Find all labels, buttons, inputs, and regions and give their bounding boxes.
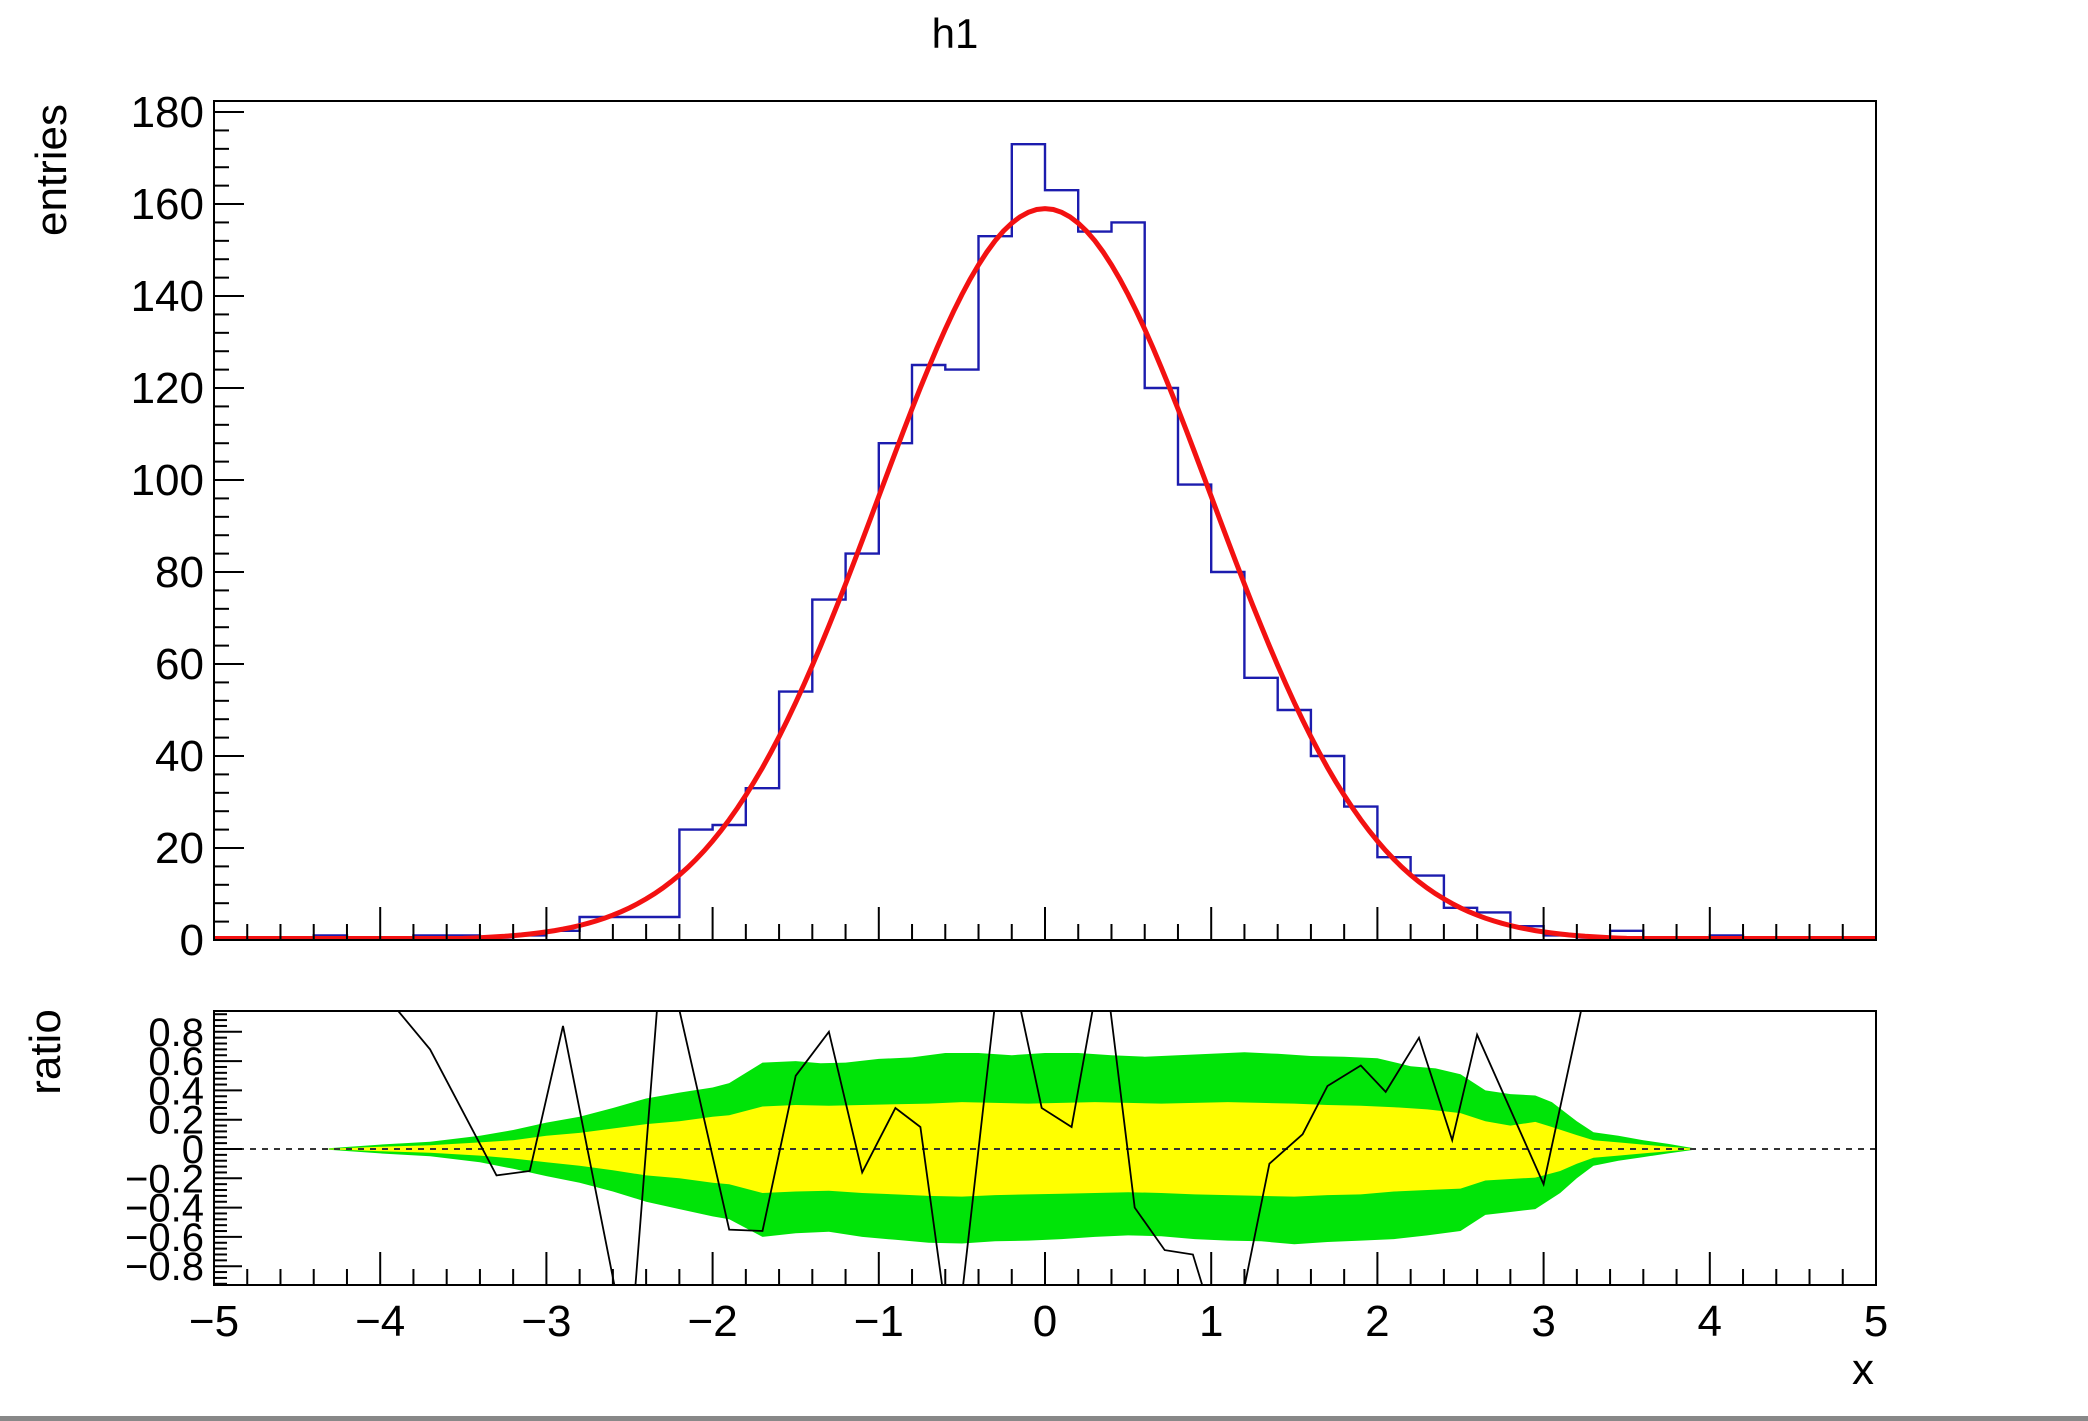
plot-title: h1: [932, 10, 979, 57]
x-tick-label: 0: [1033, 1297, 1057, 1346]
x-axis-labels: −5 −4 −3 −2 −1 0 1 2 3 4 5: [189, 1297, 1888, 1346]
main-y-axis-ticks: [214, 111, 244, 941]
ratio-y-tick-label: 0.8: [148, 1011, 204, 1055]
residual-line: [397, 1011, 1582, 1285]
y-tick-label: 160: [131, 180, 204, 229]
histogram-step-line: [214, 143, 1876, 940]
x-tick-label: 1: [1199, 1297, 1223, 1346]
x-axis-title: x: [1852, 1345, 1874, 1394]
main-x-axis-ticks: [213, 907, 1877, 940]
main-y-axis-labels: 0 20 40 60 80 100 120 140 160 180: [131, 88, 204, 965]
x-tick-label: −3: [521, 1297, 571, 1346]
ratio-y-tick-label: −0.4: [125, 1187, 204, 1231]
y-tick-label: 140: [131, 272, 204, 321]
main-pad: 0 20 40 60 80 100 120 140 160 180 entries: [27, 88, 1877, 965]
ratio-y-tick-label: 0: [182, 1128, 204, 1172]
y-tick-label: 0: [180, 916, 204, 965]
ratio-y-tick-label: −0.6: [125, 1216, 204, 1260]
gaussian-fit-curve: [214, 206, 1876, 940]
y-tick-label: 80: [155, 548, 204, 597]
main-y-axis-title: entries: [27, 104, 76, 236]
x-tick-label: −1: [854, 1297, 904, 1346]
x-tick-label: −5: [189, 1297, 239, 1346]
ratio-y-tick-label: 0.6: [148, 1040, 204, 1084]
y-tick-label: 100: [131, 456, 204, 505]
main-frame: [213, 100, 1877, 941]
x-tick-label: 2: [1365, 1297, 1389, 1346]
y-tick-label: 40: [155, 732, 204, 781]
main-pad-content: [214, 143, 1876, 940]
x-tick-label: −4: [355, 1297, 405, 1346]
ratio-x-axis-ticks: [213, 1252, 1877, 1285]
x-tick-label: 4: [1698, 1297, 1722, 1346]
y-tick-label: 180: [131, 88, 204, 137]
ratio-y-tick-label: 0.2: [148, 1099, 204, 1143]
x-tick-label: −2: [688, 1297, 738, 1346]
y-tick-label: 60: [155, 640, 204, 689]
ratio-y-tick-label: 0.4: [148, 1069, 204, 1113]
ratio-pad-content: [214, 1011, 1876, 1285]
ratio-y-tick-label: −0.8: [125, 1245, 204, 1289]
y-tick-label: 20: [155, 824, 204, 873]
y-tick-label: 120: [131, 364, 204, 413]
ratio-y-axis-labels: 0.80.60.40.20−0.2−0.4−0.6−0.8: [125, 1011, 204, 1289]
x-tick-label: 3: [1531, 1297, 1555, 1346]
x-tick-label: 5: [1864, 1297, 1888, 1346]
ratio-pad: 0.80.60.40.20−0.2−0.4−0.6−0.8 ratio: [21, 1009, 1877, 1289]
ratio-y-tick-label: −0.2: [125, 1157, 204, 1201]
ratio-y-axis-title: ratio: [21, 1009, 70, 1095]
ratio-y-axis-ticks: [214, 1013, 242, 1285]
